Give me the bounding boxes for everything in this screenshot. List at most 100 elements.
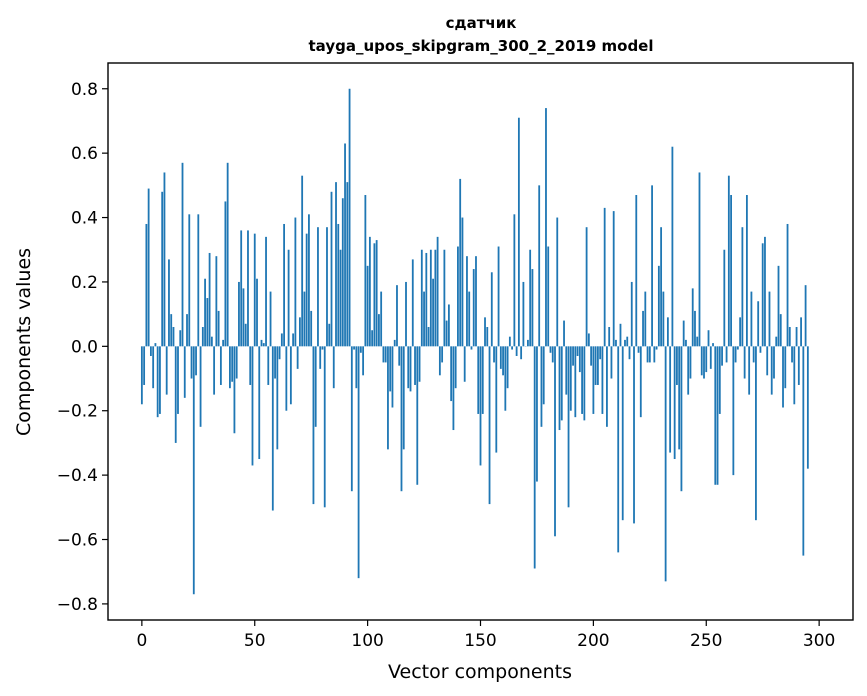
bar <box>531 269 534 347</box>
bar <box>420 249 423 347</box>
bar <box>391 346 394 408</box>
bar <box>398 346 401 366</box>
bar <box>511 346 514 350</box>
bar <box>441 346 444 363</box>
bar <box>657 265 660 347</box>
bar <box>287 249 290 347</box>
bar <box>741 227 744 347</box>
bar <box>680 346 683 492</box>
bar <box>339 249 342 347</box>
bar <box>168 259 170 347</box>
y-tick-label: −0.6 <box>57 531 98 551</box>
bar <box>770 346 773 395</box>
bar <box>558 346 561 431</box>
bar <box>655 346 658 350</box>
bar <box>621 346 624 521</box>
bar <box>165 346 168 395</box>
bar <box>730 195 732 347</box>
chart-title: сдатчик <box>446 14 517 32</box>
bar <box>427 327 430 347</box>
bar <box>644 291 647 347</box>
bar <box>536 346 538 482</box>
bar <box>292 333 295 347</box>
bar <box>154 343 157 347</box>
bar <box>240 230 243 347</box>
bar <box>687 346 690 395</box>
bar <box>691 288 694 347</box>
bar <box>380 291 383 347</box>
bar <box>479 346 482 466</box>
bar <box>775 336 778 347</box>
bar <box>540 346 543 427</box>
bar <box>669 346 672 453</box>
bar <box>262 343 265 347</box>
bar <box>712 343 714 347</box>
bar <box>630 281 633 347</box>
bar <box>147 188 150 347</box>
bar <box>274 346 276 379</box>
bar <box>637 346 640 353</box>
bar <box>450 346 453 402</box>
y-axis-label: Components values <box>13 248 35 436</box>
bar <box>660 227 663 347</box>
bar <box>716 346 719 485</box>
bar <box>308 214 310 347</box>
bar <box>703 346 705 379</box>
bar <box>384 346 387 363</box>
bar <box>574 346 577 418</box>
bar <box>698 172 701 347</box>
bar <box>666 317 669 347</box>
bar <box>224 201 227 347</box>
bar <box>802 346 805 556</box>
bar <box>800 317 802 347</box>
x-tick-label: 0 <box>136 631 147 651</box>
bar <box>251 346 254 466</box>
bar <box>219 346 222 385</box>
bar <box>633 346 635 524</box>
y-tick-label: −0.8 <box>57 595 98 615</box>
bar <box>639 346 642 418</box>
chart-subtitle: tayga_upos_skipgram_300_2_2019 model <box>309 37 654 55</box>
bar <box>353 346 355 350</box>
x-tick-label: 300 <box>803 631 835 651</box>
bar <box>517 117 520 347</box>
bar <box>298 317 301 347</box>
bar <box>400 346 403 492</box>
bar <box>587 333 590 347</box>
bar <box>432 278 434 347</box>
bar <box>606 346 608 427</box>
bar <box>357 346 360 579</box>
bar <box>452 346 455 431</box>
bar <box>506 346 509 389</box>
bar <box>732 346 735 476</box>
bar <box>346 182 349 347</box>
bar <box>310 310 313 347</box>
bar <box>296 346 299 369</box>
bar <box>608 327 611 347</box>
bar <box>768 291 771 347</box>
x-tick-label: 250 <box>690 631 722 651</box>
bar <box>161 191 164 347</box>
bar <box>179 330 182 347</box>
bar <box>208 252 211 347</box>
bar <box>454 346 457 389</box>
bar <box>197 214 200 347</box>
bar <box>470 346 473 350</box>
bar <box>447 304 450 347</box>
bar <box>542 346 545 405</box>
bar <box>226 162 229 347</box>
bar <box>617 346 620 553</box>
bar <box>529 249 532 347</box>
bar <box>344 143 346 347</box>
bar <box>576 346 579 356</box>
bar <box>700 346 703 376</box>
bar <box>260 339 263 347</box>
bar <box>782 346 784 408</box>
bar <box>348 88 351 347</box>
bar <box>508 336 511 347</box>
bar <box>192 346 195 595</box>
bar <box>472 269 475 347</box>
bar <box>513 214 516 347</box>
bar <box>213 346 216 395</box>
